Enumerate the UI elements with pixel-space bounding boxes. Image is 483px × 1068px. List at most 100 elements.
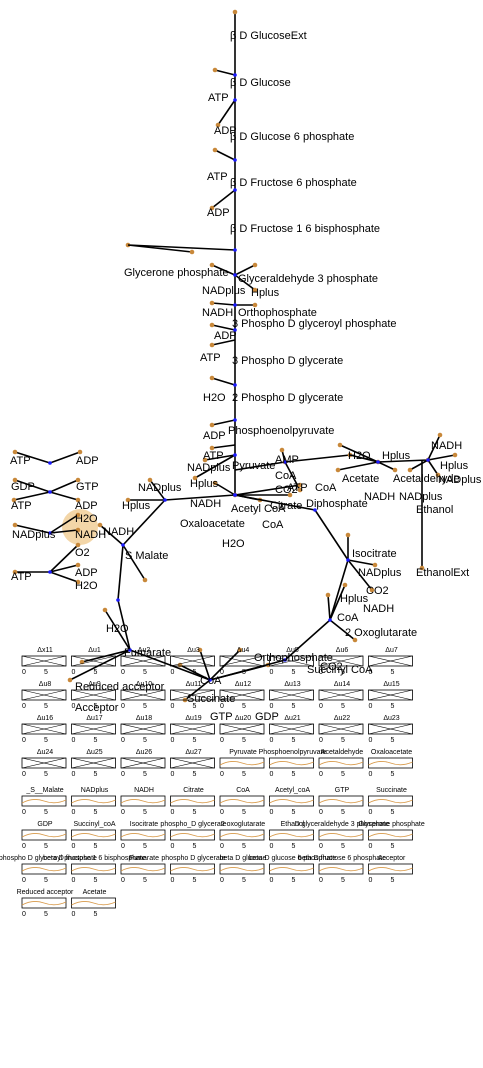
panel-frame [170,723,215,735]
panel-title: Δu17 [86,715,102,722]
edge [127,244,193,253]
panel-title: phospho D glycerate [161,855,225,862]
panel-title: Δu5 [286,647,299,654]
panel-frame [21,897,67,909]
node-label: 3 Phospho D glycerate [232,355,343,367]
panel-title: Δu9 [88,681,101,688]
node-dot [237,647,243,653]
node-label: 2 Phospho D glycerate [232,392,343,404]
panel-tick: 0 [270,877,274,884]
node-dot [12,449,18,455]
hub [48,461,52,465]
node-dot [202,457,208,463]
panel-curve [269,832,314,838]
node-label: NADH [364,491,395,503]
panel-title: phospho_D glycerate [160,821,226,828]
node-dot [147,477,153,483]
panel-frame [318,655,364,667]
panel-tick: 5 [94,737,98,744]
panel-frame [71,757,116,769]
node-label: NADH [431,440,462,452]
node-label: NADH [190,498,221,510]
node-label: β D Fructose 6 phosphate [230,177,357,189]
edge [214,482,236,496]
node-label: ADP [75,500,98,512]
panel-tick: 5 [143,843,147,850]
panel-curve [219,798,265,804]
panel-frame [269,829,314,841]
panel-title: Δu19 [185,715,201,722]
node-dot [372,562,378,568]
node-label: ADP [203,430,226,442]
panel-frame [21,829,67,841]
panel-title: Δu25 [86,749,102,756]
panel-frame [71,863,116,875]
node-dot [11,497,17,503]
edge [234,274,256,291]
panel-title: Pyruvate [229,749,257,756]
edge [49,491,79,501]
hub [328,618,332,622]
hub [233,493,237,497]
panel-tick: 5 [341,703,345,710]
panel-tick: 0 [270,843,274,850]
node-label: NADH [363,603,394,615]
edge [199,649,211,681]
edge [349,454,379,463]
hub [208,678,212,682]
panel-curve [170,866,215,872]
panel-tick: 0 [72,877,76,884]
node-label: CoA [315,482,337,494]
edge [211,339,236,346]
node-label: Pyruvate [232,460,275,472]
panel-tick: 5 [143,737,147,744]
node-dot [142,577,148,583]
panel-title: beta D fructose 1 6 bisphosphate [43,855,146,862]
panel-title: Δu4 [237,647,250,654]
node-label: CoA [337,612,359,624]
node-dot [232,9,238,15]
panel-cross [21,689,67,701]
panel-tick: 5 [391,703,395,710]
edge [327,594,331,621]
panel-title: Δu1 [88,647,101,654]
panel-frame [318,689,364,701]
panel-title: beta D fructose 6 phosphate [298,855,386,862]
panel-tick: 5 [94,703,98,710]
node-dot [279,447,285,453]
node-label: NADplus [202,285,246,297]
panel-curve [219,832,265,838]
edge [104,609,131,651]
edge [329,559,349,621]
node-dot [287,492,293,498]
edge [14,524,51,534]
panel-tick: 5 [341,771,345,778]
panel-curve [21,866,67,872]
node-dot [342,582,348,588]
panel-tick: 0 [319,843,323,850]
hub [233,73,237,77]
panel-frame [170,689,215,701]
panel-title: Citrate [183,787,204,794]
panel-tick: 0 [171,809,175,816]
node-dot [435,472,441,478]
panel-cross [71,757,116,769]
panel-cross [318,655,364,667]
panel-frame [170,757,215,769]
edge [314,509,349,561]
node-label: CoA [275,470,297,482]
panel-tick: 0 [22,877,26,884]
edge [122,544,146,581]
node-dot [75,512,81,518]
panel-tick: 5 [44,877,48,884]
panel-frame [21,689,67,701]
panel-title: Ethanol [281,821,305,828]
node-dot [252,262,258,268]
node-dot [392,467,398,473]
panel-frame [71,723,116,735]
panel-title: Δu14 [334,681,350,688]
node-dot [419,565,425,571]
panel-tick: 5 [143,771,147,778]
panel-curve [170,798,215,804]
panel-cross [170,723,215,735]
